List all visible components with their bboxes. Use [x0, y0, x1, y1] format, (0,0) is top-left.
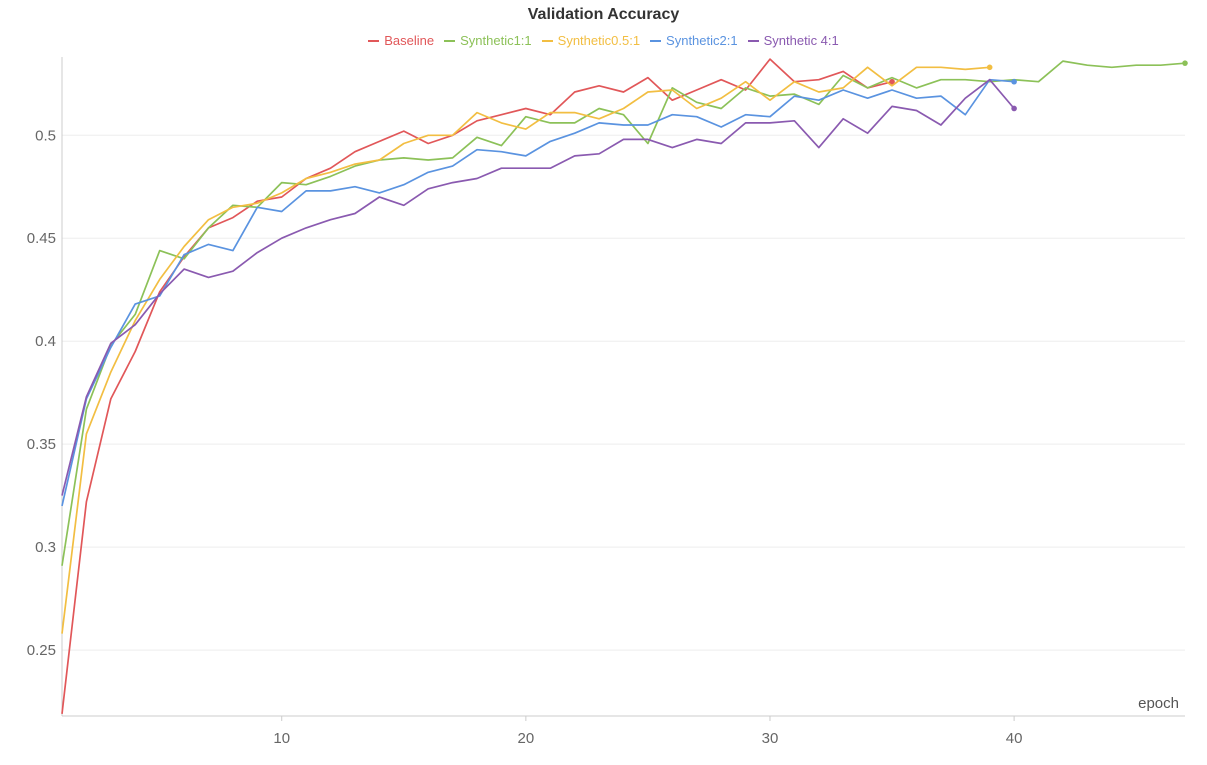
legend-item[interactable]: Synthetic2:1 — [650, 33, 738, 48]
legend-swatch — [747, 39, 759, 42]
legend-swatch — [650, 39, 662, 42]
chart-title: Validation Accuracy — [527, 6, 680, 23]
x-tick-label: 40 — [1006, 730, 1023, 747]
y-tick-label: 0.45 — [27, 230, 56, 247]
x-tick-label: 20 — [518, 730, 535, 747]
series-line-4 — [61, 78, 1015, 496]
legend-item[interactable]: Synthetic0.5:1 — [541, 33, 641, 48]
series-end-point-2 — [986, 64, 993, 71]
series-end-point-0 — [889, 78, 895, 85]
legend-swatch — [444, 39, 456, 42]
y-tick-label: 0.4 — [35, 333, 56, 350]
series-end-point-4 — [1011, 105, 1017, 112]
series-line-0 — [61, 58, 893, 714]
series-end-point-1 — [1182, 60, 1188, 66]
series-line-3 — [61, 78, 1015, 507]
legend-label: Baseline — [384, 33, 435, 48]
legend-swatch — [368, 39, 380, 42]
y-tick-label: 0.3 — [35, 539, 56, 556]
series-line-1 — [61, 60, 1186, 566]
x-tick-label: 30 — [762, 730, 779, 747]
legend-item[interactable]: Synthetic 4:1 — [747, 33, 839, 48]
y-tick-label: 0.5 — [35, 127, 56, 144]
legend-label: Synthetic2:1 — [666, 33, 738, 48]
legend-label: Synthetic1:1 — [460, 33, 532, 48]
x-tick-label: 10 — [273, 730, 290, 747]
legend-item[interactable]: Baseline — [368, 33, 434, 48]
x-axis-label: epoch — [1138, 695, 1179, 712]
series-line-2 — [61, 66, 990, 634]
legend-label: Synthetic0.5:1 — [557, 33, 641, 48]
series-end-point-3 — [1011, 78, 1017, 85]
chart-legend: Baseline Synthetic1:1 Synthetic0.5:1 Synthe… — [0, 33, 1207, 48]
legend-item[interactable]: Synthetic1:1 — [444, 33, 532, 48]
y-tick-label: 0.25 — [27, 642, 56, 659]
legend-label: Synthetic 4:1 — [763, 33, 839, 48]
y-tick-label: 0.35 — [27, 436, 56, 453]
legend-swatch — [541, 39, 553, 42]
